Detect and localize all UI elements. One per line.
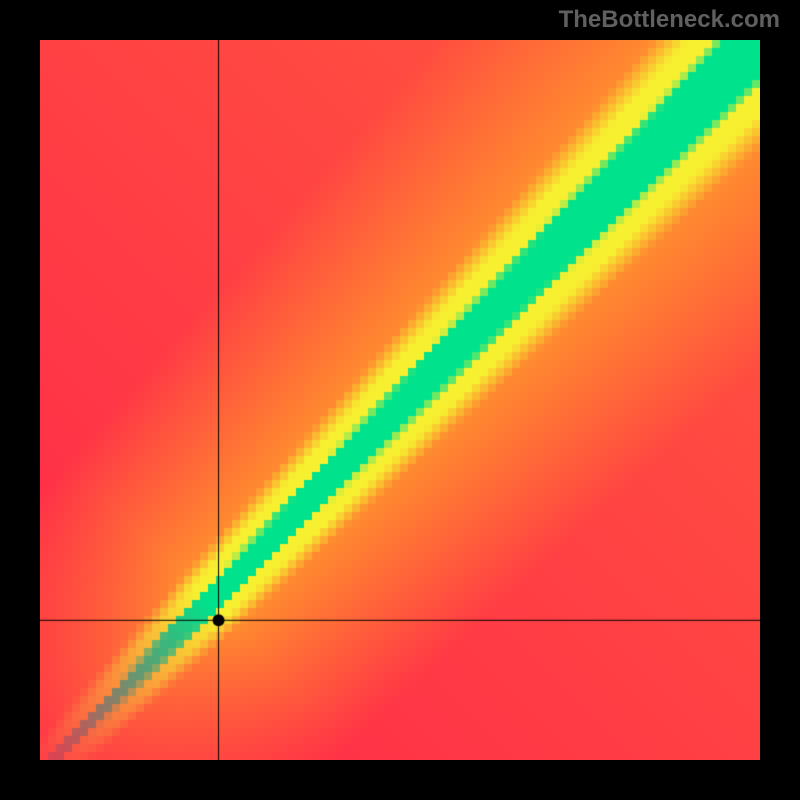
heatmap-canvas bbox=[40, 40, 760, 760]
chart-container: TheBottleneck.com bbox=[0, 0, 800, 800]
watermark-text: TheBottleneck.com bbox=[559, 6, 780, 34]
